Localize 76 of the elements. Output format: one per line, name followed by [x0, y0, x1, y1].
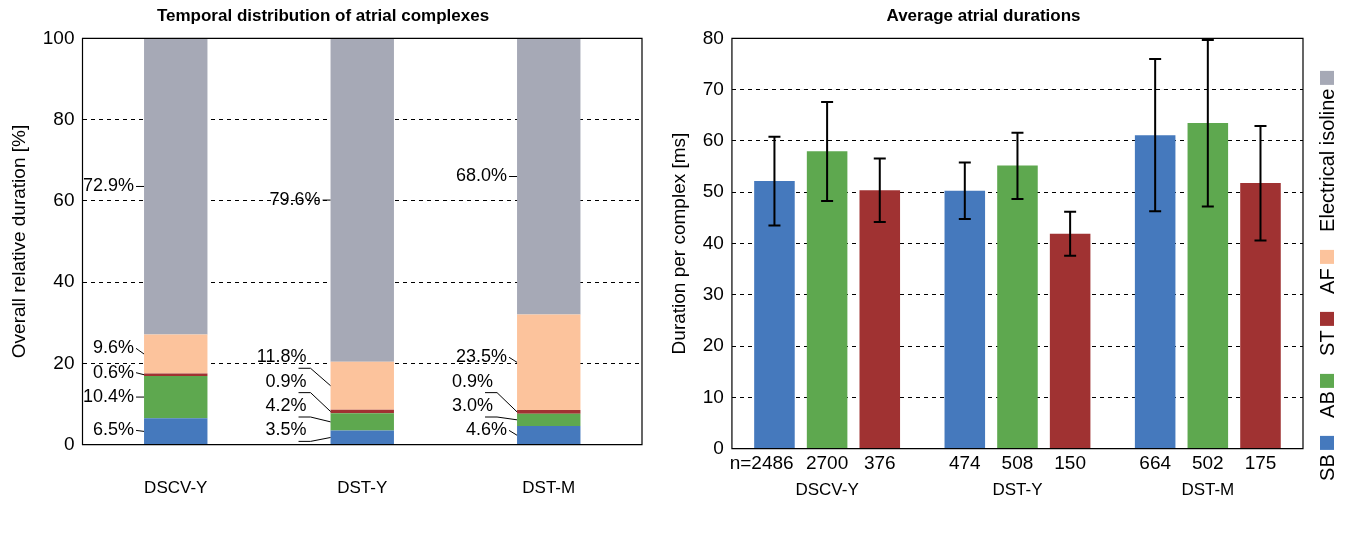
x-tick-label: DST-M — [1181, 480, 1235, 500]
data-label: 11.8% — [256, 346, 307, 367]
legend-label: Electrical isoline — [1316, 89, 1339, 233]
bar — [754, 180, 795, 449]
data-label: 3.0% — [452, 394, 494, 415]
data-label: 6.5% — [93, 419, 135, 440]
data-label: 10.4% — [83, 386, 135, 407]
y-tick-label: 50 — [702, 180, 724, 202]
y-tick-label: 80 — [702, 26, 724, 48]
data-label: 0.9% — [452, 370, 494, 391]
text: 175 — [1244, 452, 1277, 474]
text: 508 — [1001, 452, 1034, 474]
legend-label: AB — [1316, 391, 1339, 419]
data-label: 79.6% — [269, 189, 321, 210]
y-tick-label: 70 — [702, 77, 724, 99]
bar — [944, 190, 986, 449]
data-label: 3.5% — [265, 419, 307, 440]
bar — [517, 413, 581, 426]
text: 2700 — [805, 452, 849, 474]
bar — [859, 190, 901, 449]
y-tick-label: 20 — [53, 351, 75, 373]
data-label: 0.9% — [265, 370, 307, 391]
bar — [330, 38, 394, 362]
text: 150 — [1054, 452, 1086, 474]
bar — [1187, 123, 1229, 449]
x-tick-label: DST-Y — [992, 480, 1043, 500]
bar — [144, 38, 208, 335]
y-tick-label: 40 — [702, 231, 724, 253]
text: 376 — [863, 452, 896, 474]
legend-label: ST — [1316, 330, 1339, 356]
y-tick-label: 20 — [702, 334, 724, 356]
text: 502 — [1191, 452, 1224, 474]
bar — [517, 314, 581, 411]
y-tick-label: 30 — [702, 283, 724, 305]
text: 664 — [1139, 452, 1172, 474]
bar — [997, 165, 1038, 449]
legend-label: SB — [1316, 454, 1339, 481]
y-tick-label: 100 — [42, 26, 75, 48]
data-label: 23.5% — [456, 346, 508, 367]
bar — [330, 430, 394, 445]
bar — [517, 410, 581, 414]
text: n=2486 — [729, 452, 794, 474]
bar — [330, 413, 394, 431]
text: 474 — [948, 452, 982, 474]
bar — [144, 334, 208, 374]
x-tick-label: DST-Y — [337, 478, 388, 498]
data-label: 4.6% — [466, 419, 508, 440]
y-tick-label: 60 — [53, 189, 75, 211]
data-label: 68.0% — [456, 165, 508, 186]
bar — [144, 375, 208, 419]
chart-title: Temporal distribution of atrial complexes — [156, 5, 490, 25]
legend-label: AF — [1316, 268, 1339, 295]
y-tick-label: 80 — [53, 107, 75, 129]
bar — [806, 151, 848, 449]
x-tick-label: DSCV-Y — [795, 480, 859, 500]
bar — [144, 418, 208, 445]
bar — [1134, 135, 1176, 449]
bar — [517, 38, 581, 315]
y-axis-title: Duration per complex [ms] — [667, 132, 689, 355]
data-label: 72.9% — [83, 175, 135, 196]
bar — [1240, 183, 1281, 449]
y-axis-title: Overall relative duration [%] — [7, 124, 29, 359]
y-tick-label: 0 — [63, 432, 75, 454]
y-tick-label: 10 — [702, 385, 724, 407]
chart-title: Average atrial durations — [886, 5, 1081, 25]
x-tick-label: DST-M — [522, 478, 576, 498]
y-tick-label: 40 — [53, 270, 75, 292]
bar — [1049, 233, 1091, 449]
data-label: 9.6% — [93, 337, 135, 358]
bar — [517, 425, 581, 445]
bar — [330, 361, 394, 410]
data-label: 0.6% — [93, 361, 135, 382]
data-label: 4.2% — [265, 394, 307, 415]
y-tick-label: 0 — [713, 436, 724, 458]
x-tick-label: DSCV-Y — [144, 478, 208, 498]
y-tick-label: 60 — [702, 129, 724, 151]
